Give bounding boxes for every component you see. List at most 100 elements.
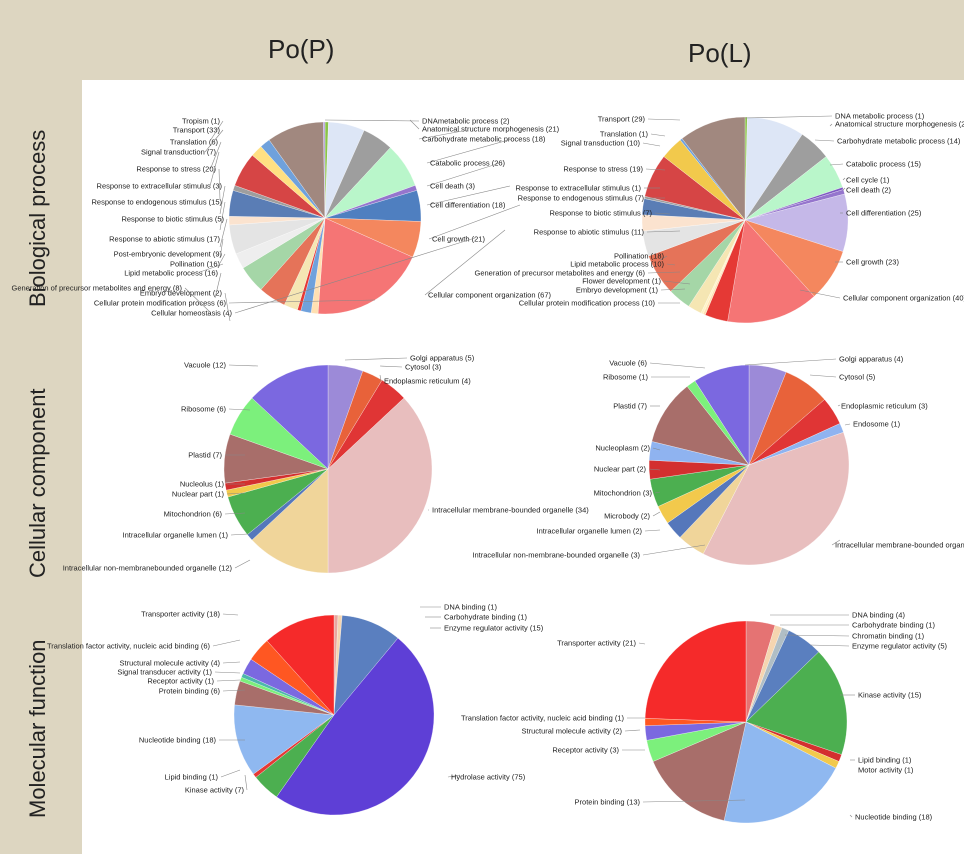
pie-slice-5-13 [266,614,335,716]
slice-label-2-12: Flower development (1) [582,277,661,286]
leader-line-1-1 [324,119,420,122]
slice-label-6-1: DNA binding (4) [852,611,905,620]
slice-label-1-12: Generation of precursor metabolites and … [11,284,182,293]
slice-label-4-5: Intracellular membrane-bounded organelle… [835,541,964,550]
row-header-band [0,0,82,854]
slice-label-3-11: Ribosome (6) [181,405,227,414]
leader-line-1-23 [204,129,224,153]
pie-slice-1-8 [317,217,413,315]
slice-label-6-3: Chromatin binding (1) [852,632,925,641]
slice-label-2-5: Cell cycle (1) [846,176,890,185]
slice-label-1-6: Cell differentiation (18) [430,201,506,210]
pie-chart-2: DNA metabolic process (1)Anatomical stru… [474,112,964,324]
slice-label-1-19: Response to extracellular stimulus (3) [97,182,223,191]
slice-label-2-23: Transport (29) [598,115,646,124]
slice-label-6-11: Structural molecule activity (2) [522,727,623,736]
leader-line-3-11 [228,408,251,411]
slice-label-2-4: Catabolic process (15) [846,160,922,169]
leader-line-5-13 [222,613,239,616]
leader-line-5-10 [214,671,241,674]
leader-line-2-17 [654,212,671,215]
leader-line-1-24 [209,120,224,142]
slice-label-4-1: Golgi apparatus (4) [839,355,904,364]
leader-line-5-11 [222,661,241,664]
slice-label-6-4: Enzyme regulator activity (5) [852,642,948,651]
slice-label-4-4: Endosome (1) [853,420,901,429]
slice-label-1-3: Carbohydrate metabolic process (18) [422,135,546,144]
leader-line-5-4 [447,774,461,778]
slice-label-2-17: Response to biotic stimulus (7) [549,209,652,218]
pie-slice-6-5 [745,651,848,755]
leader-line-4-2 [809,374,837,378]
slice-label-3-4: Intracellular membrane-bounded organelle… [432,506,589,515]
slice-label-6-2: Carbohydrate binding (1) [852,621,935,630]
slice-label-4-12: Plastid (7) [613,402,647,411]
leader-line-2-3 [814,139,835,142]
slice-label-1-2: Anatomical structure morphogenesis (21) [422,125,560,134]
slice-label-1-9: Cellular homeostasis (4) [151,309,232,318]
slice-label-1-1: DNAmetabolic process (2) [422,117,510,126]
slice-label-1-7: Cell growth (21) [432,235,485,244]
leader-line-1-22 [209,141,222,171]
slice-label-2-21: Signal transduction (10) [561,139,641,148]
slice-label-1-22: Translation (6) [170,138,219,147]
leader-line-1-5 [426,162,501,187]
slice-label-6-12: Translation factor activity, nucleic aci… [461,714,624,723]
leader-line-2-20 [645,168,666,171]
slice-label-5-9: Receptor activity (1) [147,677,214,686]
leader-line-2-23 [647,118,681,121]
slice-label-4-6: Intracellular non-membrane-bounded organ… [472,551,640,560]
leader-line-1-12 [184,287,211,313]
leader-line-4-4 [844,423,851,426]
pie-chart-5: DNA binding (1)Carbohydrate binding (1) E… [47,603,544,816]
leader-line-1-4 [426,138,513,164]
slice-label-3-9: Nucleolus (1) [180,480,225,489]
pie-chart-1: DNAmetabolic process (2)Anatomical struc… [11,117,560,322]
slice-label-3-2: Cytosol (3) [405,363,442,372]
pie-slice-2-23 [681,116,746,221]
slice-label-6-8: Nucleotide binding (18) [855,813,933,822]
leader-line-2-9 [799,289,841,299]
slice-label-1-10: Cellular protein modification process (6… [94,299,227,308]
slice-label-2-1: DNA metabolic process (1) [835,112,925,121]
leader-line-2-16 [646,230,681,233]
column-header-band [0,0,964,80]
slice-label-5-12: Translation factor activity, nucleic aci… [47,642,210,651]
leader-line-1-21 [209,151,220,187]
column-title-po-p: Po(P) [268,34,335,64]
leader-line-1-13 [214,272,222,299]
slice-label-2-7: Cell differentiation (25) [846,209,922,218]
slice-label-5-8: Protein binding (6) [159,687,221,696]
slice-label-4-9: Mitochondrion (3) [594,489,653,498]
pie-slice-5-4 [276,637,435,816]
slice-label-1-14: Pollination (16) [170,260,221,269]
slice-label-2-8: Cell growth (23) [846,258,899,267]
leader-line-1-11 [224,292,231,322]
slice-label-3-10: Plastid (7) [188,451,222,460]
leader-line-5-6 [220,769,241,778]
leader-line-6-3 [784,634,850,637]
slice-label-2-6: Cell death (2) [846,186,892,195]
leader-line-5-12 [212,639,241,647]
slice-label-1-5: Cell death (3) [430,182,476,191]
leader-line-3-3 [379,374,382,382]
slice-label-2-9: Cellular component organization (40) [843,294,964,303]
leader-line-4-8 [652,511,661,517]
pie-slice-3-4 [327,397,433,574]
slice-label-3-5: Intracellular non-membranebounded organe… [63,564,233,573]
leader-line-1-15 [219,253,226,264]
leader-line-5-5 [244,774,248,791]
leader-line-4-9 [654,491,661,494]
leader-line-1-2 [409,119,420,130]
slice-label-3-6: Intracellular organelle lumen (1) [123,531,229,540]
pie-chart-4: Golgi apparatus (4) Cytosol (5) Endoplasmi… [472,355,964,566]
leader-line-2-5 [842,177,846,181]
leader-line-3-1 [344,357,408,361]
slice-label-2-11: Embryo development (1) [576,286,659,295]
leader-line-4-10 [648,468,661,471]
pie-slice-3-5 [251,468,329,574]
slice-label-2-20: Response to stress (19) [563,165,643,174]
leader-line-1-9 [234,237,476,314]
slice-label-1-18: Response to endogenous stimulus (15) [92,198,223,207]
leader-line-2-22 [650,133,666,137]
